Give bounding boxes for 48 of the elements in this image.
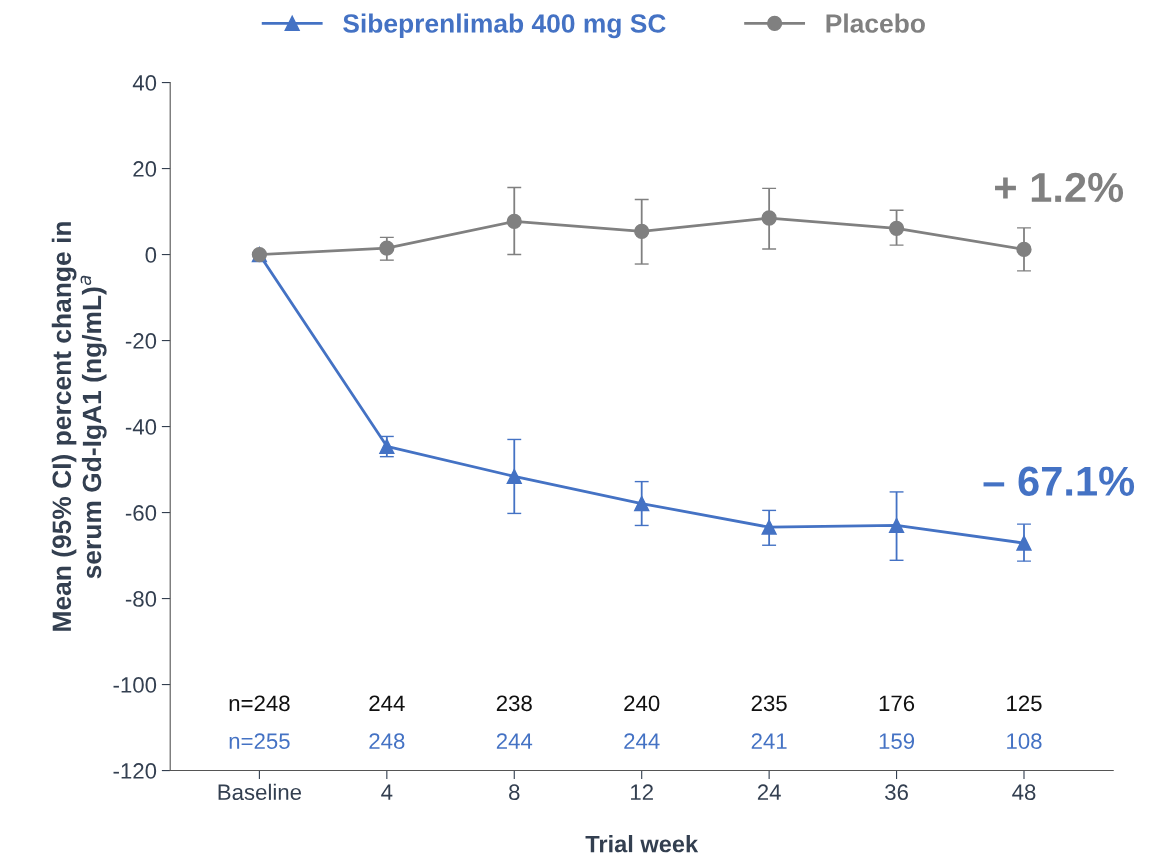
x-tick-label: 36 [885,784,908,801]
point [634,495,650,512]
y-tick-label: -20 [125,333,157,349]
x-tick-label: 8 [509,784,520,801]
legend-label: Placebo [826,13,925,33]
annotation: 240 [624,695,660,712]
y-tick-label: -60 [125,505,157,521]
point [761,519,777,535]
x-tick-label: 48 [1012,784,1036,801]
point [1016,535,1032,551]
annotation: 159 [879,733,915,750]
annotation: 238 [496,695,532,712]
annotation: 241 [751,733,787,749]
annotation: 125 [1007,695,1042,712]
y-tick-label: -100 [113,677,157,693]
point [506,468,522,485]
point [888,517,905,534]
y-tick-label: 40 [132,75,157,91]
x-tick-label: 24 [757,784,781,800]
point [888,220,905,236]
annotation: 176 [879,695,915,712]
point [761,210,777,226]
point [634,223,650,239]
point [1016,241,1032,258]
annotation: n=255 [229,733,290,750]
y-tick-label: -120 [113,763,157,779]
point [379,438,395,454]
y-tick-label: -80 [125,591,157,607]
annotation: n=248 [229,695,290,712]
x-tick-label: Baseline [218,783,302,801]
annotation: 108 [1007,733,1042,750]
x-tick-label: 4 [381,784,393,800]
annotation: 235 [751,695,787,712]
annotation: 248 [369,733,405,750]
y-tick-label: 20 [133,161,157,177]
y-tick-label: 0 [145,247,157,263]
x-axis-title: Trial week [585,835,699,853]
y-tick-label: -40 [125,419,157,435]
annotation: + 1.2% [995,172,1124,203]
point [506,213,522,230]
y-axis-title: Mean (95% CI) percent change in serum Gd-IgA1 (ng/mL)$^{a}$ [51,222,107,631]
annotation: 244 [369,695,405,711]
annotation: 244 [496,733,533,749]
legend-label: Sibeprenlimab 400 mg SC [343,13,666,39]
point [379,240,395,256]
annotation: – 67.1% [983,466,1135,496]
annotation: 244 [624,733,660,749]
x-tick-label: 12 [631,784,653,800]
